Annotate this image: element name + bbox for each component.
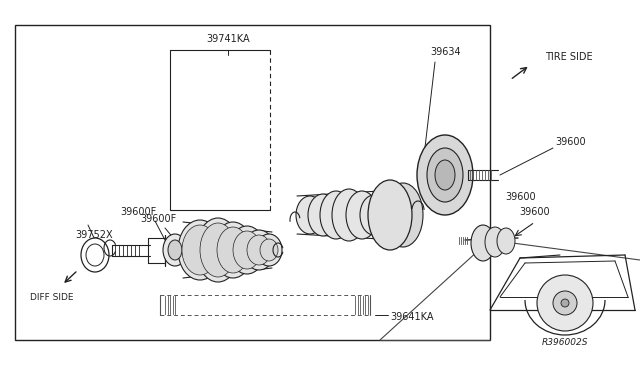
Ellipse shape xyxy=(435,160,455,190)
Text: 39600F: 39600F xyxy=(120,207,156,217)
Ellipse shape xyxy=(383,183,423,247)
Ellipse shape xyxy=(308,194,338,236)
Ellipse shape xyxy=(471,225,495,261)
Ellipse shape xyxy=(229,226,265,274)
Ellipse shape xyxy=(217,227,249,273)
Ellipse shape xyxy=(168,240,182,260)
Ellipse shape xyxy=(213,222,253,278)
Ellipse shape xyxy=(178,220,222,280)
Text: 39741KA: 39741KA xyxy=(206,34,250,44)
Ellipse shape xyxy=(243,230,275,270)
Ellipse shape xyxy=(260,239,278,261)
Bar xyxy=(15,25,490,340)
Ellipse shape xyxy=(81,238,109,272)
Ellipse shape xyxy=(346,191,378,239)
Ellipse shape xyxy=(332,189,366,241)
Circle shape xyxy=(553,291,577,315)
Text: 39600: 39600 xyxy=(505,192,536,202)
Text: DIFF SIDE: DIFF SIDE xyxy=(30,293,74,302)
Ellipse shape xyxy=(256,234,282,266)
Text: TIRE SIDE: TIRE SIDE xyxy=(545,52,593,62)
Ellipse shape xyxy=(368,180,412,250)
Text: 39641KA: 39641KA xyxy=(390,312,433,322)
Ellipse shape xyxy=(196,218,240,282)
Ellipse shape xyxy=(417,135,473,215)
Text: 39752X: 39752X xyxy=(75,230,113,240)
Ellipse shape xyxy=(200,223,236,277)
Circle shape xyxy=(561,299,569,307)
Text: 39600F: 39600F xyxy=(140,214,176,224)
Circle shape xyxy=(537,275,593,331)
Ellipse shape xyxy=(427,148,463,202)
Ellipse shape xyxy=(296,196,324,234)
Ellipse shape xyxy=(86,244,104,266)
Text: 39600: 39600 xyxy=(520,207,550,217)
Text: 39634: 39634 xyxy=(430,47,461,57)
Text: 39600: 39600 xyxy=(555,137,586,147)
Ellipse shape xyxy=(360,195,388,235)
Text: R396002S: R396002S xyxy=(541,338,588,347)
Ellipse shape xyxy=(497,228,515,254)
Ellipse shape xyxy=(182,225,218,275)
Ellipse shape xyxy=(233,231,261,269)
Ellipse shape xyxy=(320,191,352,239)
Ellipse shape xyxy=(163,234,187,266)
Ellipse shape xyxy=(485,227,505,257)
Ellipse shape xyxy=(247,235,271,265)
